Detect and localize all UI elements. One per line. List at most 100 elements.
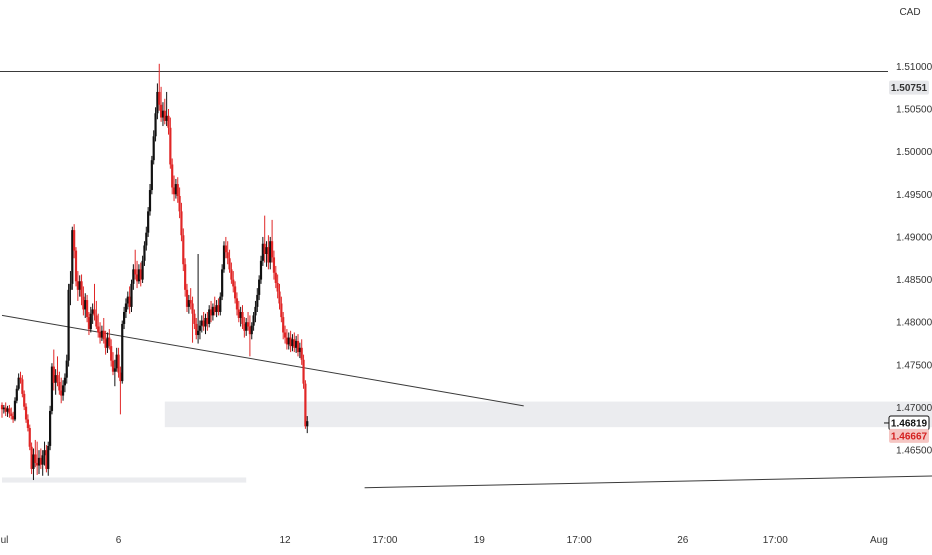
candle-body (128, 296, 131, 307)
candle (296, 334, 300, 357)
candle (74, 247, 78, 287)
candle-body (113, 368, 116, 372)
candle-body (226, 252, 229, 259)
candle-body (178, 196, 181, 212)
candle (274, 265, 277, 289)
candle (104, 330, 107, 355)
candle (221, 264, 224, 301)
candle-body (63, 377, 66, 386)
candle-body (121, 323, 124, 382)
time-tick-label: 26 (677, 535, 689, 546)
candle (167, 109, 170, 135)
candle-body (285, 337, 288, 345)
candle-body (89, 313, 92, 330)
candle (87, 312, 91, 336)
candle (241, 305, 244, 330)
candle-body (58, 381, 61, 391)
candle-body (213, 306, 216, 312)
candle-body (237, 309, 240, 318)
candle-body (296, 341, 300, 353)
candle-body (30, 446, 33, 469)
price-tag-bg (889, 80, 929, 95)
candle-body (160, 104, 163, 118)
time-tick-label: 17:00 (567, 535, 592, 546)
candle-body (221, 269, 224, 297)
candle-body (167, 115, 170, 128)
candle (43, 441, 46, 466)
price-tag: 1.46667 (889, 428, 929, 443)
candle (213, 296, 216, 316)
candle (191, 296, 194, 343)
candle-body (276, 283, 279, 292)
candle (26, 414, 29, 432)
candle-body (246, 322, 250, 327)
price-axis[interactable]: 1.51000 1.50500 1.50000 1.49500 1.49000 1.485… (896, 62, 932, 457)
candle (49, 405, 52, 451)
price-tick-label: 1.48500 (896, 275, 932, 286)
candle (278, 283, 281, 310)
candle (182, 228, 185, 272)
candle (10, 407, 13, 420)
candle (58, 371, 61, 395)
candle-body (28, 428, 31, 447)
candle-body (287, 337, 290, 345)
candle-body (100, 330, 103, 338)
candle-body (182, 235, 185, 265)
candle-body (282, 317, 285, 333)
candle (209, 300, 213, 323)
candle (24, 403, 28, 423)
candle (230, 262, 233, 284)
candle (34, 439, 37, 468)
candle-body (71, 230, 74, 284)
candle (119, 366, 122, 415)
price-tick-label: 1.47000 (896, 403, 932, 414)
candle-body (278, 291, 281, 304)
candle (287, 332, 290, 350)
candle (123, 306, 126, 330)
candle-body (224, 245, 227, 253)
candle (61, 380, 65, 401)
candle (245, 317, 248, 336)
candle (272, 250, 276, 280)
candle-body (191, 303, 194, 314)
candle (143, 241, 146, 266)
candle-body (174, 184, 177, 195)
candle-body (141, 260, 144, 280)
candle (121, 320, 124, 384)
candle (21, 375, 24, 398)
candle-body (135, 274, 139, 282)
candle (184, 258, 187, 297)
candle (206, 312, 209, 331)
candle-body (52, 366, 55, 383)
candle (189, 288, 192, 310)
candle-body (106, 337, 109, 348)
candle (28, 424, 31, 451)
price-tick-label: 1.49500 (896, 190, 932, 201)
time-axis[interactable]: Jul61217:001917:002617:00Aug17:00917:001… (0, 535, 932, 546)
candle (86, 294, 89, 323)
candle (84, 293, 87, 318)
candle (208, 305, 211, 328)
candle (91, 303, 94, 324)
candle-body (274, 272, 277, 283)
candle (37, 450, 41, 475)
candle (198, 320, 202, 340)
candle (97, 313, 100, 338)
candle (276, 274, 279, 299)
candle (50, 363, 54, 415)
candle-body (50, 366, 54, 411)
candle-body (36, 462, 39, 466)
candle (150, 155, 153, 195)
candle-body (300, 347, 303, 360)
candle-body (209, 309, 213, 316)
candle-body (98, 332, 102, 338)
zones-layer (2, 401, 932, 483)
candle (269, 236, 272, 270)
demand-zone (164, 401, 932, 428)
candle (285, 329, 288, 350)
candle-body (289, 337, 292, 347)
candle-body (222, 245, 226, 270)
candle (108, 329, 111, 350)
